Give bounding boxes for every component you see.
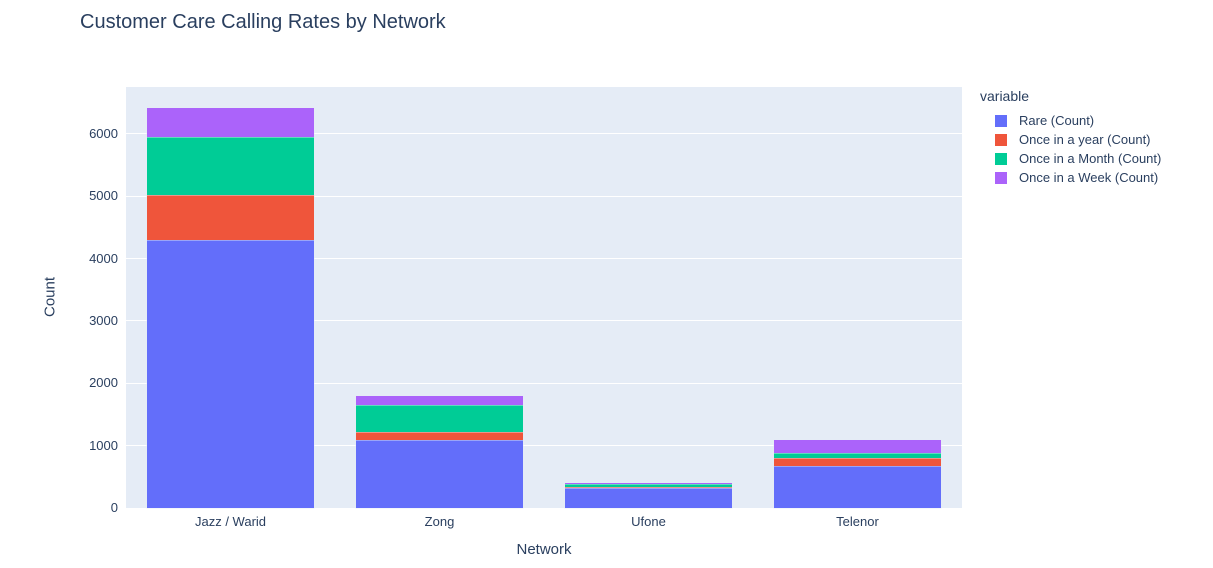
legend-label-once-in-a-month-count: Once in a Month (Count) (1019, 151, 1162, 166)
legend-label-rare-count: Rare (Count) (1019, 113, 1095, 128)
y-tick-label-5000: 5000 (89, 188, 118, 204)
legend-item-rare-count[interactable]: Rare (Count) (978, 111, 1210, 130)
chart-title: Customer Care Calling Rates by Network (80, 11, 446, 33)
bar-segment-once-in-a-week-count-zong[interactable] (355, 396, 524, 406)
x-tick-label-ufone: Ufone (631, 514, 666, 529)
gridline-6000 (126, 133, 962, 135)
legend-label-once-in-a-year-count: Once in a year (Count) (1019, 132, 1151, 147)
bar-segment-once-in-a-month-count-ufone[interactable] (564, 483, 733, 488)
x-tick-label-telenor: Telenor (836, 514, 879, 529)
bar-segment-once-in-a-month-count-zong[interactable] (355, 405, 524, 432)
bar-segment-once-in-a-month-count-telenor[interactable] (773, 452, 942, 459)
legend-swatch-once-in-a-year-count (995, 133, 1007, 146)
y-tick-label-4000: 4000 (89, 250, 118, 266)
bar-segment-once-in-a-year-count-zong[interactable] (355, 431, 524, 441)
bar-segment-once-in-a-year-count-telenor[interactable] (773, 458, 942, 466)
bar-segment-once-in-a-year-count-jazz-warid[interactable] (146, 194, 315, 240)
legend-label-once-in-a-week-count: Once in a Week (Count) (1019, 170, 1159, 185)
gridline-5000 (126, 195, 962, 197)
bar-segment-rare-count-zong[interactable] (355, 440, 524, 508)
bar-segment-rare-count-ufone[interactable] (564, 487, 733, 508)
legend-items: Rare (Count) Once in a year (Count) Once i… (978, 111, 1210, 187)
y-tick-label-3000: 3000 (89, 312, 118, 328)
x-tick-label-zong: Zong (424, 514, 455, 529)
legend-swatch-once-in-a-week-count (995, 171, 1007, 184)
y-tick-label-1000: 1000 (89, 437, 118, 453)
bar-segment-once-in-a-week-count-jazz-warid[interactable] (146, 107, 315, 137)
x-axis-title: Network (516, 541, 572, 558)
y-tick-label-0: 0 (110, 500, 118, 515)
legend: variable Rare (Count) Once in a year (Cou… (978, 88, 1210, 187)
legend-item-once-in-a-year-count[interactable]: Once in a year (Count) (978, 130, 1210, 149)
legend-item-once-in-a-week-count[interactable]: Once in a Week (Count) (978, 168, 1210, 187)
gridline-1000 (126, 445, 962, 447)
y-axis-title: Count (41, 276, 59, 318)
legend-swatch-rare-count (995, 114, 1007, 127)
y-tick-label-6000: 6000 (89, 125, 118, 141)
gridline-0 (126, 507, 962, 509)
bar-segment-once-in-a-month-count-jazz-warid[interactable] (146, 136, 315, 195)
legend-title: variable (980, 88, 1030, 104)
x-tick-label-jazz-warid: Jazz / Warid (194, 514, 267, 529)
gridline-3000 (126, 320, 962, 322)
legend-swatch-once-in-a-month-count (995, 152, 1007, 165)
legend-item-once-in-a-month-count[interactable]: Once in a Month (Count) (978, 149, 1210, 168)
bar-segment-rare-count-telenor[interactable] (773, 465, 942, 508)
bar-segment-rare-count-jazz-warid[interactable] (146, 239, 315, 508)
plot-area[interactable] (126, 87, 962, 509)
bar-segment-once-in-a-week-count-telenor[interactable] (773, 440, 942, 453)
gridline-2000 (126, 382, 962, 384)
y-tick-label-2000: 2000 (89, 375, 118, 391)
gridline-4000 (126, 258, 962, 260)
